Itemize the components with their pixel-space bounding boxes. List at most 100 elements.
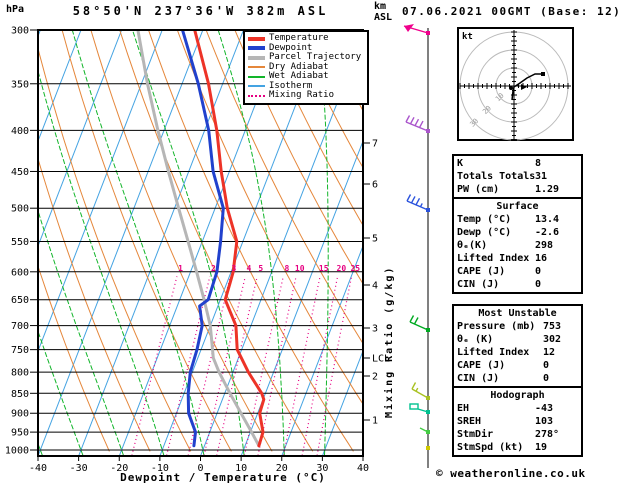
wind-barb-barb1h: [411, 382, 430, 400]
pressure-tick-label: 1000: [5, 446, 29, 457]
altitude-axis-unit-km: km: [374, 1, 387, 12]
row-value: 0: [535, 266, 542, 277]
legend-label: Dewpoint: [269, 42, 313, 53]
wind-barb-barb4: [405, 115, 430, 133]
info-table-hodograph: Hodograph EH -43 SREH 103 StmDir 278° StmSpd (k…: [452, 386, 583, 457]
hodograph-trace: [511, 73, 543, 101]
altitude-tick-label: 6: [372, 180, 378, 191]
legend-item-wet-adiabat: Wet Adiabat: [248, 72, 364, 82]
legend-label: Mixing Ratio: [269, 90, 335, 101]
mixing-ratio-value: 25: [350, 264, 360, 273]
pressure-tick-label: 550: [11, 237, 29, 248]
row-value: 298: [535, 240, 554, 251]
chart-background: [38, 30, 363, 456]
legend-swatch: [248, 85, 265, 88]
row-value: 1.29: [535, 184, 560, 195]
row-value: 103: [535, 416, 554, 427]
hodograph-trace-end-marker: [541, 72, 545, 76]
hodograph-unit-label: kt: [462, 32, 473, 42]
sounding-curves: [136, 30, 266, 448]
temperature-tick-label: -30: [70, 463, 88, 474]
legend-swatch: [248, 46, 265, 51]
altitude-tick-label: 1: [372, 416, 378, 427]
dry-adiabat: [292, 30, 363, 169]
dry-adiabat: [61, 30, 232, 452]
altitude-tick-label: 7: [372, 139, 378, 150]
row-label: SREH: [457, 416, 482, 427]
temperature-tick-label: 20: [276, 463, 288, 474]
table-row: CAPE (J) 0: [457, 359, 578, 372]
dry-adiabat: [90, 30, 273, 452]
row-value: 13.4: [535, 214, 560, 225]
altitude-axis-unit-asl: ASL: [374, 12, 393, 23]
temperature-tick-label: -40: [29, 463, 47, 474]
mixing-ratio-line: [203, 276, 246, 456]
temperature-tick-label: 10: [235, 463, 247, 474]
wind-barb-barb2: [409, 315, 430, 332]
table-header: Most Unstable: [478, 308, 557, 319]
temperature-axis: -40 -30 -20 -10 0 10 20 30 40: [29, 456, 369, 474]
pressure-tick-label: 400: [11, 126, 29, 137]
dry-adiabat: [38, 157, 151, 452]
parcel-curve: [136, 30, 261, 448]
row-label: CIN (J): [457, 279, 500, 290]
row-label: CIN (J): [457, 373, 500, 384]
row-label: Pressure (mb): [457, 321, 536, 332]
mixing-ratio-value: 4: [246, 264, 251, 273]
info-table-surface: Surface Temp (°C) 13.4 Dewp (°C) -2.6 θₑ(K) 29…: [452, 197, 583, 294]
isotherm: [38, 30, 163, 353]
temperature-tick-label: 40: [357, 463, 369, 474]
station-title: 58°50'N 237°36'W 382m ASL: [72, 4, 329, 18]
temperature-tick-label: 30: [316, 463, 328, 474]
dry-adiabat: [205, 30, 363, 345]
pressure-axis: 300 350 400 450 500 550 600 650 700 750 800 850 900 9…: [5, 26, 38, 457]
row-label: Temp (°C): [457, 214, 512, 225]
table-row: Lifted Index 12: [457, 346, 578, 359]
table-row: PW (cm) 1.29: [457, 183, 578, 196]
legend-item-dry-adiabat: Dry Adiabat: [248, 62, 364, 73]
isotherm: [38, 30, 82, 143]
row-label: CAPE (J): [457, 360, 506, 371]
temperature-axis-label: Dewpoint / Temperature (°C): [120, 471, 326, 484]
row-value: 19: [535, 442, 548, 453]
table-row: CIN (J) 0: [457, 278, 578, 291]
copyright: © weatheronline.co.uk: [436, 467, 586, 480]
isotherm: [281, 244, 363, 456]
hodograph-ring-label: 20: [481, 104, 493, 116]
run-date-title: 07.06.2021 00GMT (Base: 12): [402, 5, 622, 18]
mixing-ratio-value: 8: [284, 264, 289, 273]
legend-swatch: [248, 75, 265, 78]
row-label: CAPE (J): [457, 266, 506, 277]
mixing-ratio-value: 1: [178, 264, 183, 273]
row-label: θₑ(K): [457, 240, 488, 251]
pressure-tick-label: 650: [11, 295, 29, 306]
row-value: 753: [543, 321, 562, 332]
altitude-tick-label: 4: [372, 281, 378, 292]
temperature-curve: [193, 30, 266, 448]
row-value: -43: [535, 403, 554, 414]
mixing-ratio-value: 3: [231, 264, 236, 273]
temperature-tick-label: -20: [110, 463, 128, 474]
legend-swatch: [248, 66, 265, 69]
info-table-most-unstable: Most Unstable Pressure (mb) 753 θₑ (K) 302 Li…: [452, 304, 583, 388]
dewpoint-curve: [181, 30, 225, 448]
isotherm: [78, 30, 244, 456]
mixing-ratio-value: 10: [295, 264, 305, 273]
mixing-ratio-line: [131, 276, 178, 456]
legend-item-isotherm: Isotherm: [248, 80, 364, 92]
legend-label: Isotherm: [269, 80, 313, 91]
table-row: Totals Totals 31: [457, 170, 578, 183]
temperature-tick-label: -10: [151, 463, 169, 474]
table-row: θₑ (K) 302: [457, 333, 578, 346]
pressure-tick-label: 350: [11, 79, 29, 90]
table-row: Dewp (°C) -2.6: [457, 226, 578, 239]
mixing-ratio-line: [301, 276, 339, 456]
table-row: θₑ(K) 298: [457, 239, 578, 252]
row-value: 31: [535, 171, 548, 182]
row-label: PW (cm): [457, 184, 500, 195]
legend-item-parcel-trajectory: Parcel Trajectory: [248, 53, 364, 63]
row-label: K: [457, 158, 464, 169]
wind-barb-flag: [409, 403, 430, 414]
